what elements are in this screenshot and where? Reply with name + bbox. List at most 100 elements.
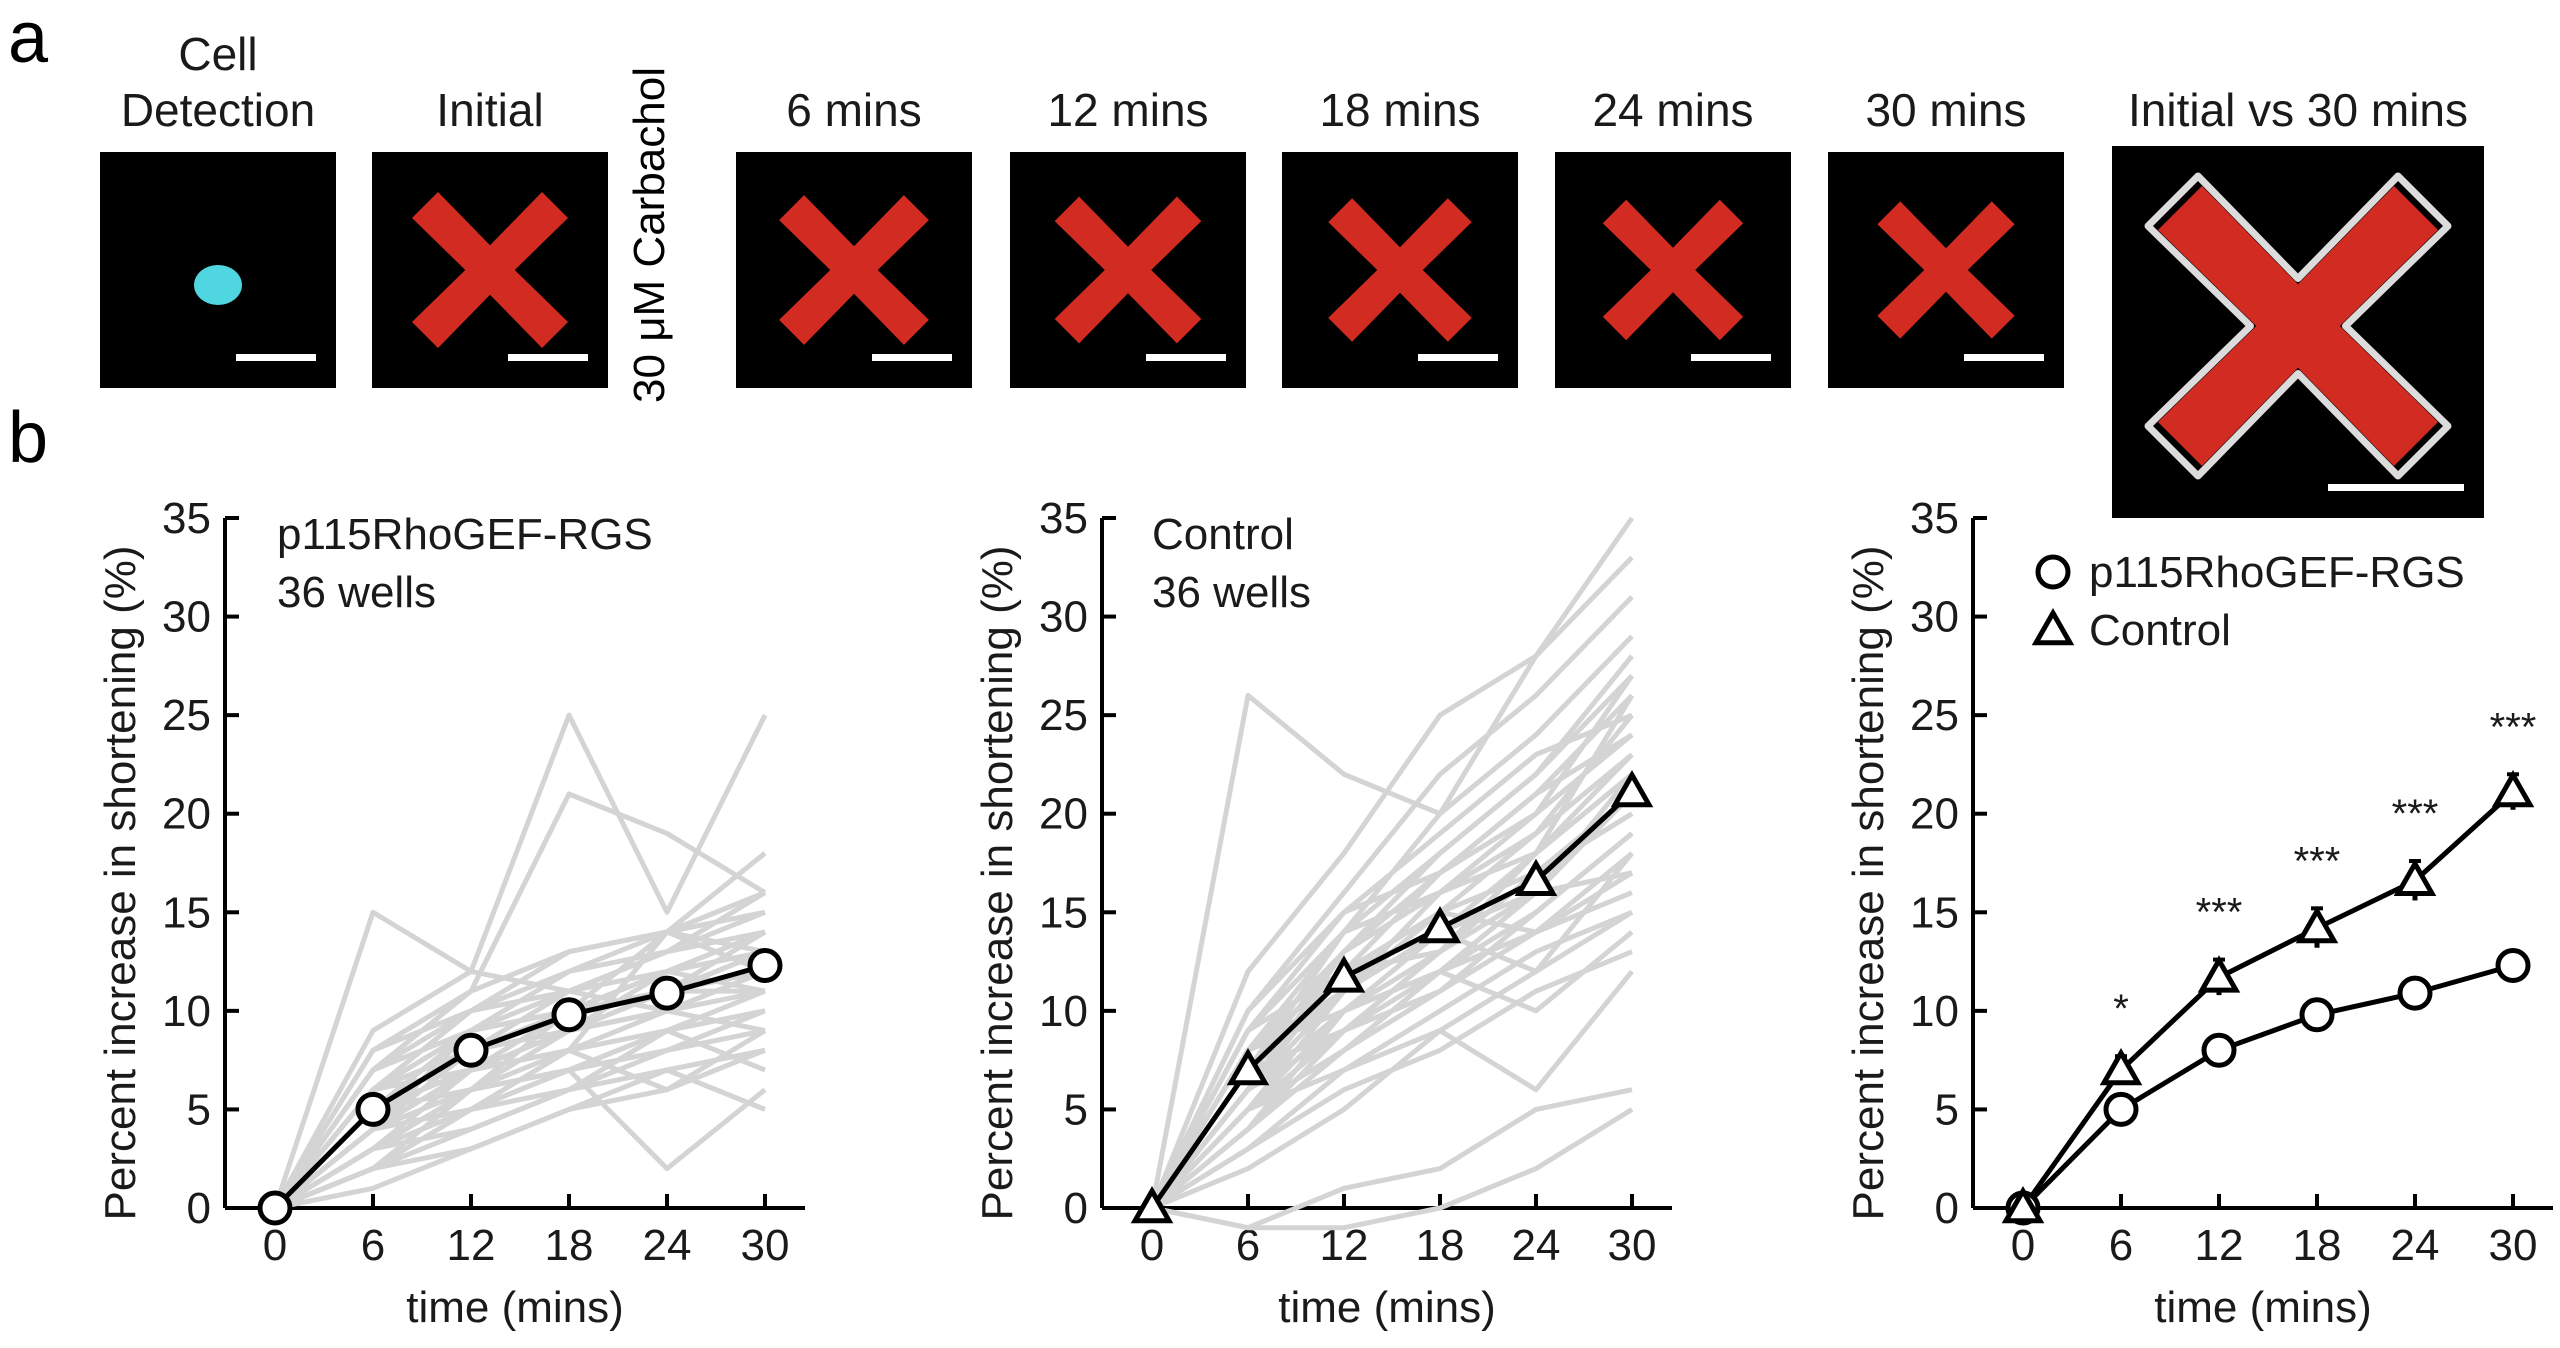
y-tick-label: 25 xyxy=(1039,691,1088,740)
individual-well-line xyxy=(1150,752,1634,1210)
tile-title: 6 mins xyxy=(786,84,921,136)
y-tick-label: 15 xyxy=(162,888,211,937)
individual-well-line xyxy=(272,890,766,1210)
x-tick-label: 18 xyxy=(545,1221,594,1270)
x-tick-label: 30 xyxy=(741,1221,790,1270)
significance-marker: * xyxy=(2113,987,2129,1031)
panel-annotation: Control xyxy=(1152,510,1294,559)
mean-marker xyxy=(1610,769,1654,808)
panel-label-a: a xyxy=(8,0,49,78)
series-marker xyxy=(2001,1185,2045,1224)
individual-well-line xyxy=(272,712,768,1210)
series-marker xyxy=(2491,769,2535,808)
cross-pattern xyxy=(1877,201,2015,339)
y-tick-label: 15 xyxy=(1910,888,1959,937)
y-tick-label: 5 xyxy=(1064,1085,1088,1134)
tile-title: 18 mins xyxy=(1319,84,1480,136)
series-marker xyxy=(2197,955,2241,993)
significance-marker: *** xyxy=(2196,891,2243,935)
x-tick-label: 0 xyxy=(2011,1221,2035,1270)
x-tick-label: 24 xyxy=(2391,1221,2440,1270)
tile-title: Cell xyxy=(178,28,257,80)
x-tick-label: 6 xyxy=(361,1221,385,1270)
individual-well-line xyxy=(274,1047,766,1211)
y-tick-label: 0 xyxy=(1064,1184,1088,1233)
individual-well-line xyxy=(1151,1107,1634,1231)
tile-title: 30 mins xyxy=(1865,84,2026,136)
y-tick-label: 10 xyxy=(1910,987,1959,1036)
tile-title: 12 mins xyxy=(1047,84,1208,136)
chart-p115rhogef-rgs: 0 5 10 15 20 25 30 35 0 6 12 18 24 30 time (mins) Perce… xyxy=(96,494,805,1332)
x-tick-label: 12 xyxy=(2195,1221,2244,1270)
series-marker xyxy=(2393,858,2437,896)
series-marker xyxy=(2397,975,2433,1011)
x-axis-label: time (mins) xyxy=(406,1283,624,1332)
tile-title: Initial vs 30 mins xyxy=(2128,84,2468,136)
legend-label: p115RhoGEF-RGS xyxy=(2089,548,2465,597)
scale-bar xyxy=(508,354,588,361)
significance-marker: *** xyxy=(2294,839,2341,883)
x-tick-label: 30 xyxy=(2489,1221,2538,1270)
y-tick-label: 5 xyxy=(187,1085,211,1134)
y-tick-label: 10 xyxy=(162,987,211,1036)
legend-label: Control xyxy=(2089,606,2231,655)
individual-well-line xyxy=(273,949,766,1210)
mean-marker xyxy=(453,1032,489,1068)
scale-bar xyxy=(1964,354,2044,361)
y-axis-label: Percent increase in shortening (%) xyxy=(973,546,1022,1221)
individual-well-line xyxy=(272,909,766,1210)
individual-well-line xyxy=(1149,555,1634,1209)
mean-marker xyxy=(1514,858,1558,896)
y-tick-label: 25 xyxy=(1910,691,1959,740)
mean-marker xyxy=(355,1091,391,1127)
series-marker xyxy=(2201,1032,2237,1068)
x-tick-label: 6 xyxy=(2109,1221,2133,1270)
series-marker xyxy=(2099,1047,2143,1086)
individual-well-line xyxy=(1149,516,1635,1209)
series-marker xyxy=(2103,1091,2139,1127)
x-tick-label: 0 xyxy=(263,1221,287,1270)
x-tick-label: 18 xyxy=(2293,1221,2342,1270)
x-tick-label: 24 xyxy=(1512,1221,1561,1270)
individual-well-line xyxy=(1150,693,1634,1210)
y-tick-label: 0 xyxy=(1935,1184,1959,1233)
y-tick-label: 20 xyxy=(162,790,211,839)
individual-well-line xyxy=(1150,654,1634,1210)
mean-marker xyxy=(1418,906,1462,944)
significance-marker: *** xyxy=(2490,705,2537,749)
mean-marker xyxy=(1130,1185,1174,1224)
x-tick-label: 24 xyxy=(643,1221,692,1270)
series-marker xyxy=(2495,948,2531,984)
y-tick-label: 5 xyxy=(1935,1085,1959,1134)
mean-marker xyxy=(747,948,783,984)
y-tick-label: 35 xyxy=(1039,494,1088,543)
scale-bar xyxy=(236,354,316,361)
cross-pattern xyxy=(1054,196,1202,344)
y-tick-label: 0 xyxy=(187,1184,211,1233)
mean-marker xyxy=(1226,1047,1270,1086)
x-tick-label: 12 xyxy=(447,1221,496,1270)
y-tick-label: 25 xyxy=(162,691,211,740)
tile-title: Initial xyxy=(436,84,543,136)
individual-well-line xyxy=(1150,949,1633,1211)
x-tick-label: 18 xyxy=(1416,1221,1465,1270)
y-axis-label: Percent increase in shortening (%) xyxy=(96,546,145,1221)
chart-comparison: 0 5 10 15 20 25 30 35 0 6 12 18 24 30 time (mins) Perce… xyxy=(1844,494,2553,1332)
y-tick-label: 30 xyxy=(1039,593,1088,642)
cross-pattern xyxy=(779,195,929,345)
series-marker xyxy=(2299,997,2335,1033)
legend-marker xyxy=(2035,554,2071,590)
mean-marker xyxy=(1322,955,1366,993)
scale-bar xyxy=(2328,484,2464,491)
significance-marker: *** xyxy=(2392,792,2439,836)
y-tick-label: 35 xyxy=(162,494,211,543)
initial-outline xyxy=(2144,172,2452,480)
y-tick-label: 10 xyxy=(1039,987,1088,1036)
cross-pattern xyxy=(1602,199,1744,341)
legend-marker xyxy=(2031,607,2075,646)
individual-well-line xyxy=(1150,910,1634,1210)
x-axis-label: time (mins) xyxy=(2154,1283,2372,1332)
series-line xyxy=(2021,963,2514,1210)
